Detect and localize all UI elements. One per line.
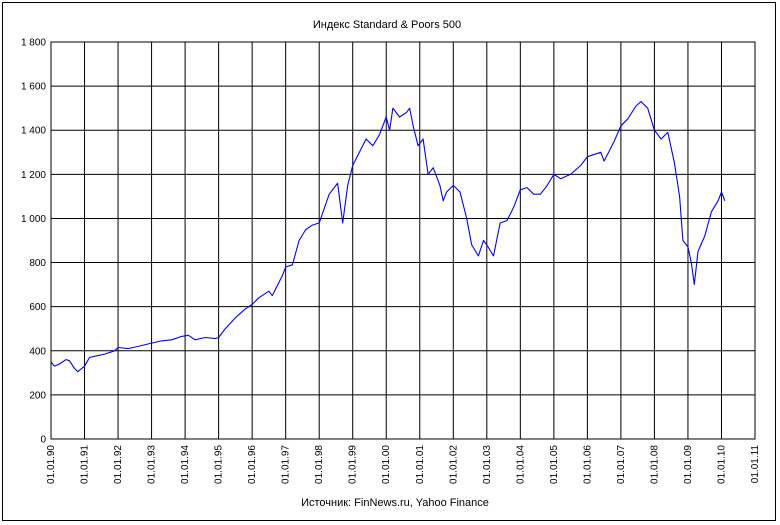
x-tick-label: 01.01.08 [649, 445, 660, 484]
x-tick-label: 01.01.02 [448, 445, 459, 484]
x-tick-label: 01.01.01 [415, 445, 426, 484]
y-tick-label: 1 800 [21, 38, 46, 49]
y-tick-label: 1 200 [21, 170, 46, 181]
x-tick-label: 01.01.94 [180, 445, 191, 484]
x-tick-label: 01.01.07 [616, 445, 627, 484]
y-tick-label: 1 400 [21, 126, 46, 137]
y-tick-label: 600 [29, 302, 46, 313]
x-axis-ticks: 01.01.90 01.01.91 01.01.92 01.01.93 01.01.94… [46, 445, 761, 484]
x-tick-label: 01.01.09 [683, 445, 694, 484]
y-tick-label: 0 [40, 435, 46, 446]
x-tick-label: 01.01.95 [214, 445, 225, 484]
x-tick-label: 01.01.97 [281, 445, 292, 484]
y-tick-label: 1 600 [21, 82, 46, 93]
x-tick-label: 01.01.90 [46, 445, 57, 484]
chart-svg: Индекс Standard & Poors 500 0 200 400 600 80… [21, 19, 761, 509]
x-tick-label: 01.01.93 [147, 445, 158, 484]
sp500-series-line [50, 101, 726, 373]
x-tick-label: 01.01.06 [582, 445, 593, 484]
y-tick-label: 400 [29, 346, 46, 357]
y-tick-label: 800 [29, 258, 46, 269]
x-tick-label: 01.01.00 [381, 445, 392, 484]
x-tick-label: 01.01.03 [482, 445, 493, 484]
x-tick-label: 01.01.10 [716, 445, 727, 484]
source-note: Источник: FinNews.ru, Yahoo Finance [301, 497, 489, 509]
x-tick-label: 01.01.04 [515, 445, 526, 484]
x-tick-label: 01.01.11 [750, 445, 761, 484]
x-tick-label: 01.01.99 [348, 445, 359, 484]
plot-border [50, 41, 756, 440]
y-tick-label: 200 [29, 390, 46, 401]
x-tick-label: 01.01.98 [314, 445, 325, 484]
grid [50, 41, 756, 440]
x-tick-label: 01.01.92 [113, 445, 124, 484]
y-axis-ticks: 0 200 400 600 800 1 000 1 200 1 400 1 600 1 800 [21, 38, 46, 446]
x-tick-label: 01.01.96 [247, 445, 258, 484]
y-tick-label: 1 000 [21, 214, 46, 225]
x-tick-label: 01.01.05 [549, 445, 560, 484]
chart-title: Индекс Standard & Poors 500 [313, 19, 461, 31]
x-tick-label: 01.01.91 [80, 445, 91, 484]
